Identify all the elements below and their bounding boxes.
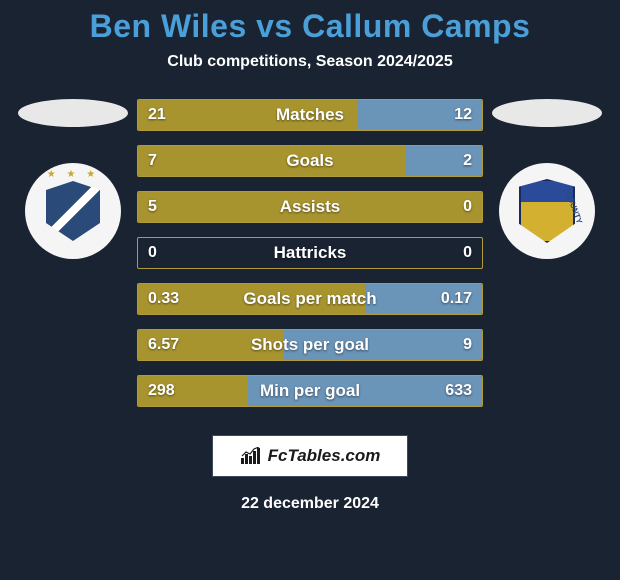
stat-label: Goals [138,151,482,171]
stat-row: 50Assists [137,191,483,223]
stat-row: 00Hattricks [137,237,483,269]
stats-column: 2112Matches 72Goals 50Assists 00Hattricks 0.… [133,99,487,407]
date-text: 22 december 2024 [241,495,379,513]
stat-row: 2112Matches [137,99,483,131]
source-logo: FcTables.com [212,435,408,477]
right-crest-shield-icon [519,179,575,243]
left-club-crest: ★ ★ ★ [25,163,121,259]
stat-label: Shots per goal [138,335,482,355]
stat-row: 0.330.17Goals per match [137,283,483,315]
left-player-column: ★ ★ ★ [13,99,133,259]
right-ellipse-shape [492,99,602,127]
stat-label: Matches [138,105,482,125]
crest-stars-icon: ★ ★ ★ [25,169,121,180]
stat-row: 72Goals [137,145,483,177]
source-logo-text: FcTables.com [268,446,381,466]
page-title: Ben Wiles vs Callum Camps [90,8,531,45]
stat-label: Hattricks [138,243,482,263]
infographic-container: Ben Wiles vs Callum Camps Club competiti… [0,0,620,580]
subtitle: Club competitions, Season 2024/2025 [167,53,452,71]
fctables-chart-icon [240,447,262,465]
left-crest-shield-icon [46,181,100,241]
right-player-column: COUNTY [487,99,607,259]
stat-label: Goals per match [138,289,482,309]
content-area: ★ ★ ★ 2112Matches 72Goals 50Assists 00Hattr… [0,99,620,407]
stat-row: 298633Min per goal [137,375,483,407]
stat-label: Assists [138,197,482,217]
right-club-crest: COUNTY [499,163,595,259]
stat-row: 6.579Shots per goal [137,329,483,361]
stat-label: Min per goal [138,381,482,401]
left-ellipse-shape [18,99,128,127]
